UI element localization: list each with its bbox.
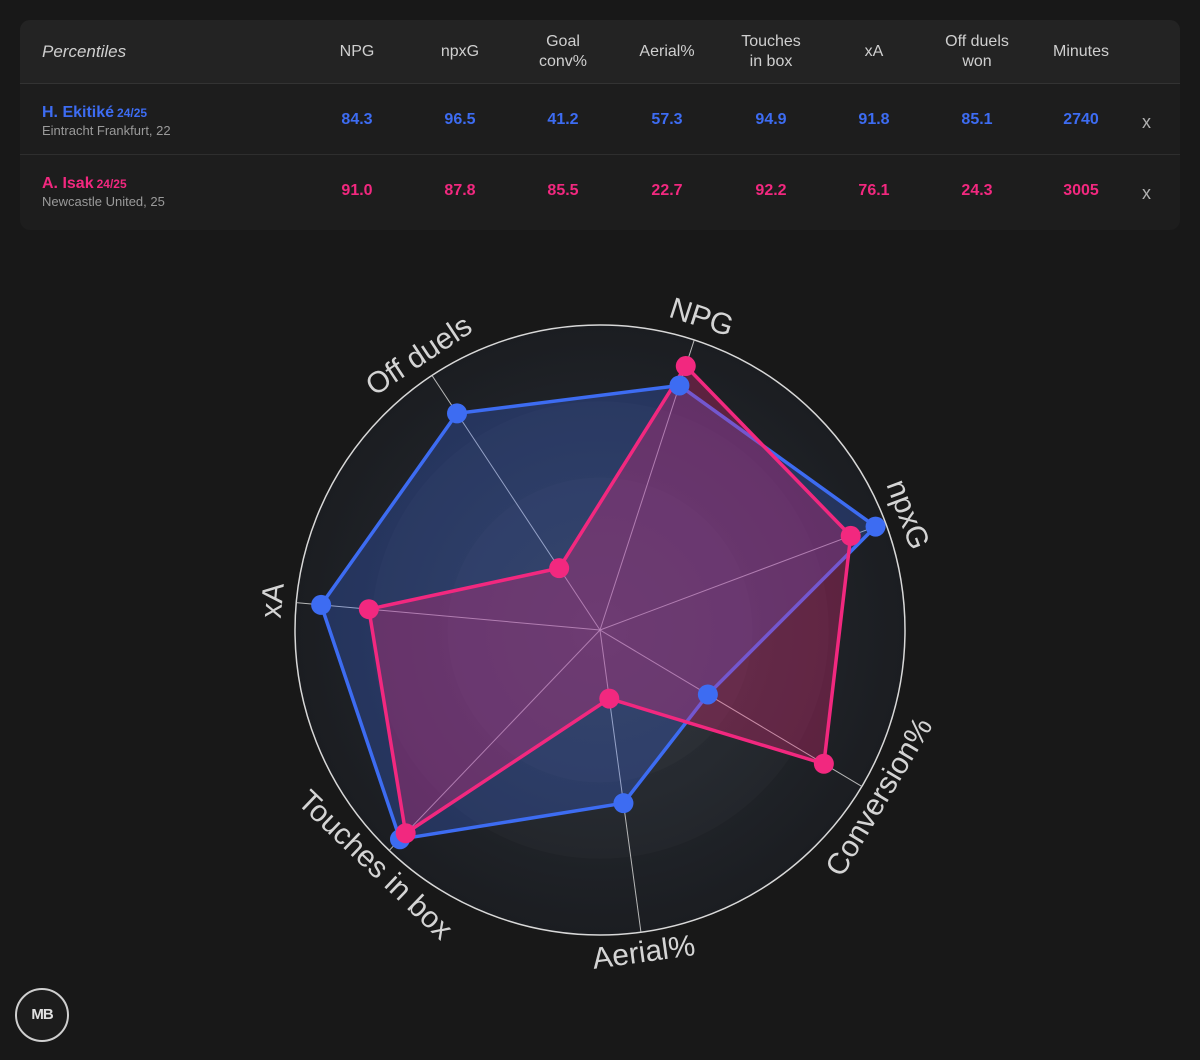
stat-value: 87.8	[444, 182, 476, 199]
column-header[interactable]: xA	[824, 42, 924, 62]
column-header-line: xA	[864, 43, 884, 60]
data-point[interactable]	[599, 688, 620, 709]
axis-label: Aerial%	[590, 929, 697, 976]
stat-value: 22.7	[651, 182, 683, 199]
stat-value: 91.0	[341, 182, 373, 199]
stat-value: 92.2	[755, 182, 787, 199]
player-row-isak[interactable]: A. Isak 24/25 Newcastle United, 25 91.0 87…	[20, 155, 1180, 225]
column-header-line: Aerial%	[639, 43, 695, 60]
column-header[interactable]: NPG	[307, 42, 407, 62]
player-season: 24/25	[117, 106, 148, 120]
data-point[interactable]	[447, 403, 468, 424]
player-row-ekitike[interactable]: H. Ekitiké 24/25 Eintracht Frankfurt, 22 …	[20, 84, 1180, 155]
data-point[interactable]	[697, 684, 718, 705]
column-header[interactable]: Aerial%	[617, 42, 717, 62]
data-point[interactable]	[675, 356, 696, 377]
data-point[interactable]	[813, 753, 834, 774]
player-club: Eintracht Frankfurt, 22	[42, 123, 171, 138]
data-point[interactable]	[549, 558, 570, 579]
column-header[interactable]: Touches in box	[721, 32, 821, 72]
player-name-text: H. Ekitiké	[42, 104, 115, 121]
table-title: Percentiles	[42, 42, 127, 61]
column-header-line: Off duels	[945, 33, 1009, 50]
data-point[interactable]	[840, 525, 861, 546]
radar-spoke	[599, 522, 886, 631]
radar-spoke	[599, 629, 642, 933]
column-header[interactable]: npxG	[410, 42, 510, 62]
data-point[interactable]	[358, 599, 379, 620]
stat-value: 41.2	[547, 111, 579, 128]
player-season: 24/25	[96, 177, 127, 191]
column-header-line: won	[962, 53, 992, 70]
stat-value: 76.1	[858, 182, 890, 199]
data-point[interactable]	[865, 516, 886, 537]
player-name[interactable]: H. Ekitiké 24/25	[42, 104, 147, 122]
column-header[interactable]: Goal conv%	[513, 32, 613, 72]
column-header-line: in box	[749, 53, 793, 70]
data-point[interactable]	[311, 594, 332, 615]
axis-label: xA	[255, 582, 291, 620]
series-area[interactable]	[367, 364, 853, 836]
column-header-line: NPG	[339, 43, 375, 60]
stat-value: 85.5	[547, 182, 579, 199]
radar-spoke	[388, 629, 601, 851]
column-header-line: Minutes	[1052, 43, 1110, 60]
data-point[interactable]	[395, 823, 416, 844]
table-header: Percentiles NPG npxG Goal conv% Aerial% Touch…	[20, 20, 1180, 84]
stat-value: 3005	[1063, 182, 1099, 199]
stat-value: 2740	[1063, 111, 1099, 128]
percentile-table: Percentiles NPG npxG Goal conv% Aerial% Touch…	[20, 20, 1180, 230]
player-name[interactable]: A. Isak 24/25	[42, 175, 127, 193]
column-header-line: npxG	[440, 43, 480, 60]
stat-value: 91.8	[858, 111, 890, 128]
stat-value: 85.1	[961, 111, 993, 128]
data-point[interactable]	[669, 375, 690, 396]
column-header-line: Goal	[546, 33, 580, 50]
column-header[interactable]: Off duels won	[927, 32, 1027, 72]
column-header-line: conv%	[538, 53, 588, 70]
logo-text: MB	[31, 1006, 53, 1023]
player-name-text: A. Isak	[42, 175, 94, 192]
stat-value: 57.3	[651, 111, 683, 128]
remove-player-button[interactable]: x	[1142, 112, 1151, 132]
column-header-line: Touches	[741, 33, 801, 50]
player-club: Newcastle United, 25	[42, 194, 165, 209]
logo: MB	[15, 988, 69, 1042]
stat-value: 24.3	[961, 182, 993, 199]
stat-value: 96.5	[444, 111, 476, 128]
stat-value: 94.9	[755, 111, 787, 128]
data-point[interactable]	[613, 793, 634, 814]
remove-player-button[interactable]: x	[1142, 183, 1151, 203]
column-header[interactable]: Minutes	[1031, 42, 1131, 62]
stat-value: 84.3	[341, 111, 373, 128]
radar-spoke	[296, 602, 601, 631]
